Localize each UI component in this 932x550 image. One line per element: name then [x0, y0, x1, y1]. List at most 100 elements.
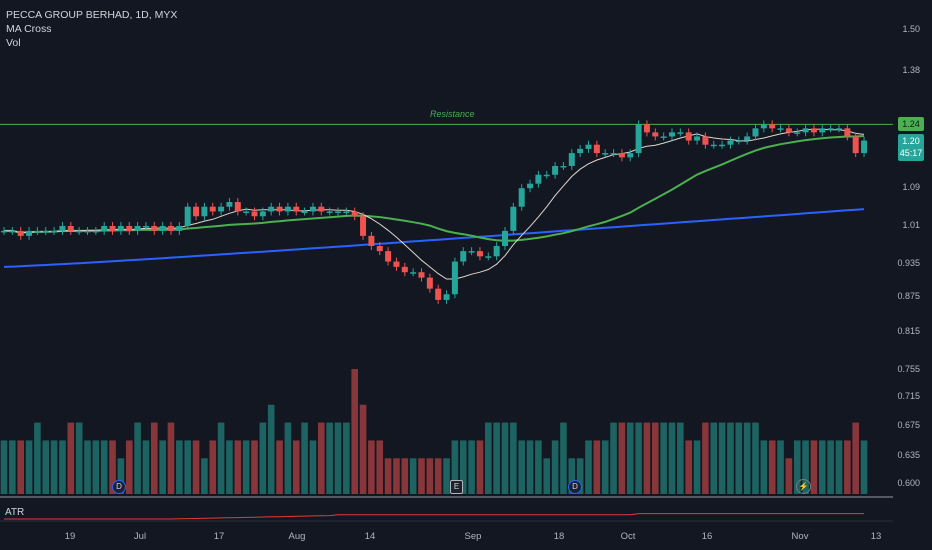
bar-countdown: 45:17: [899, 148, 923, 158]
volume-bar: [735, 422, 743, 494]
volume-bar: [585, 440, 592, 494]
volume-bar: [660, 422, 667, 494]
dividend-icon[interactable]: D: [112, 480, 126, 494]
volume-bar: [768, 440, 776, 494]
candle-body: [393, 261, 400, 267]
candle-body: [585, 144, 592, 149]
chart-legend: PECCA GROUP BERHAD, 1D, MYX MA Cross Vol: [6, 8, 177, 50]
volume-bar: [401, 458, 409, 494]
volume-bar: [468, 440, 475, 494]
x-tick-label: Oct: [620, 531, 636, 542]
candle-body: [735, 140, 742, 143]
candle-body: [117, 225, 124, 231]
candle-body: [418, 272, 425, 278]
dividend-icon[interactable]: D: [568, 480, 582, 494]
volume-bar: [576, 458, 584, 494]
candle-body: [201, 206, 208, 217]
candle-body: [385, 251, 392, 262]
volume-bar: [844, 440, 851, 494]
ma-cross-study-label[interactable]: MA Cross: [6, 23, 52, 35]
volume-study-label[interactable]: Vol: [6, 37, 21, 49]
candle-body: [635, 124, 642, 154]
volume-bar: [84, 440, 91, 494]
earnings-icon[interactable]: E: [450, 480, 463, 494]
ma-mid-line: [4, 135, 865, 242]
volume-bar: [793, 440, 801, 494]
ma-short-line: [4, 128, 865, 280]
volume-bar: [835, 440, 843, 494]
volume-bar: [284, 422, 292, 494]
candle-body: [351, 211, 358, 217]
candle-body: [836, 128, 842, 130]
volume-bar: [610, 422, 617, 494]
candle-body: [34, 230, 41, 233]
candle-body: [218, 206, 225, 212]
volume-bar: [134, 422, 141, 494]
candle-body: [234, 202, 241, 212]
candle-body: [602, 153, 609, 155]
volume-bar: [59, 440, 66, 494]
candle-body: [685, 132, 692, 141]
volume-bar: [359, 404, 367, 494]
volume-bar: [25, 440, 33, 494]
volume-bar: [318, 422, 325, 494]
candle-body: [251, 211, 258, 217]
atr-study-label[interactable]: ATR: [5, 507, 25, 518]
volume-bar: [593, 440, 601, 494]
volume-bar: [368, 440, 375, 494]
candle-body: [59, 225, 66, 231]
candle-body: [476, 251, 483, 257]
candle-body: [126, 225, 133, 231]
volume-bar: [568, 458, 576, 494]
candle-body: [852, 136, 859, 154]
candle-body: [209, 206, 216, 212]
lightning-icon[interactable]: ⚡: [796, 479, 811, 494]
x-tick-label: Jul: [133, 531, 147, 542]
volume-bar: [67, 422, 75, 494]
candle-body: [276, 206, 283, 212]
candle-body: [468, 251, 475, 253]
candle-body: [652, 132, 659, 137]
candle-body: [67, 225, 74, 231]
volume-bar: [0, 440, 8, 494]
candle-body: [435, 288, 442, 300]
volume-bar: [301, 422, 308, 494]
y-tick-label: 0.815: [897, 326, 920, 337]
volume-bar: [409, 458, 417, 494]
candle-body: [293, 206, 300, 212]
y-tick-label: 0.755: [897, 364, 920, 375]
candle-body: [543, 174, 550, 177]
volume-bar: [743, 422, 751, 494]
volume-bar: [626, 422, 634, 494]
symbol-title[interactable]: PECCA GROUP BERHAD, 1D, MYX: [6, 9, 178, 21]
ma-long-line: [3, 208, 865, 268]
volume-bar: [42, 440, 50, 494]
volume-bar: [668, 422, 676, 494]
volume-bar: [326, 422, 333, 494]
candle-body: [669, 132, 675, 137]
volume-bar: [276, 440, 283, 494]
x-tick-label: Sep: [464, 531, 482, 542]
volume-bar: [376, 440, 384, 494]
volume-bar: [543, 458, 551, 494]
volume-bar: [510, 422, 517, 494]
candle-body: [769, 124, 776, 129]
volume-bar: [100, 440, 108, 494]
candle-body: [493, 245, 500, 257]
candle-body: [226, 202, 233, 207]
x-tick-label: 18: [553, 531, 565, 542]
volume-bar: [384, 458, 392, 494]
volume-bar: [852, 422, 859, 494]
candle-body: [109, 225, 116, 231]
y-tick-label: 1.38: [902, 65, 920, 76]
y-tick-label: 0.875: [897, 291, 920, 302]
candle-body: [268, 206, 275, 212]
volume-bar: [551, 440, 559, 494]
volume-bar: [560, 422, 567, 494]
candle-body: [844, 128, 851, 137]
candle-body: [151, 225, 158, 231]
candle-body: [861, 140, 868, 154]
volume-bar: [34, 422, 41, 494]
volume-bar: [860, 440, 868, 494]
